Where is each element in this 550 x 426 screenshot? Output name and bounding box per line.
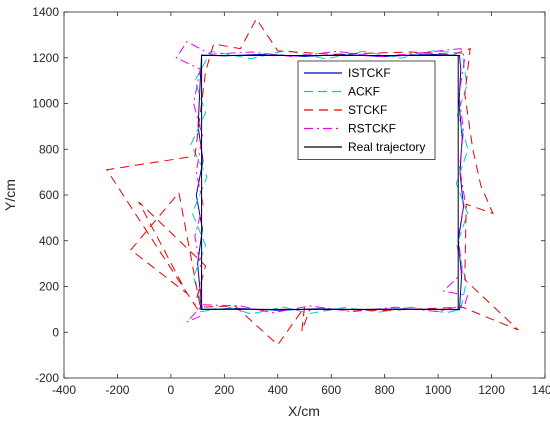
y-tick-label: 1400 [32, 5, 59, 19]
y-tick-label: 200 [39, 280, 59, 294]
legend-label-1: ACKF [348, 85, 380, 99]
y-tick-label: 1200 [32, 51, 59, 65]
x-tick-label: 1000 [425, 383, 452, 397]
series-line-2 [105, 17, 519, 346]
legend-label-4: Real trajectory [348, 140, 425, 154]
x-tick-label: 800 [375, 383, 395, 397]
y-tick-label: 0 [52, 325, 59, 339]
y-tick-label: -200 [35, 371, 59, 385]
y-tick-label: 400 [39, 234, 59, 248]
x-tick-label: 1400 [532, 383, 550, 397]
y-tick-label: 600 [39, 188, 59, 202]
tick-layer: -400-2000200400600800100012001400-200020… [32, 5, 550, 397]
x-axis-label: X/cm [288, 403, 320, 419]
series-layer [105, 17, 519, 346]
x-tick-label: 1200 [478, 383, 505, 397]
legend-label-3: RSTCKF [348, 122, 396, 136]
series-line-4 [201, 55, 459, 310]
legend-label-0: ISTCKF [348, 66, 391, 80]
x-tick-label: -200 [105, 383, 129, 397]
y-axis-label: Y/cm [2, 179, 18, 211]
x-tick-label: 0 [168, 383, 175, 397]
x-tick-label: -400 [52, 383, 76, 397]
legend-label-2: STCKF [348, 103, 387, 117]
legend: ISTCKF ACKF STCKF RSTCKF Real trajectory [297, 60, 436, 160]
x-tick-label: 400 [268, 383, 288, 397]
x-tick-label: 600 [321, 383, 341, 397]
series-line-3 [175, 41, 469, 323]
y-tick-label: 800 [39, 142, 59, 156]
x-tick-label: 200 [214, 383, 234, 397]
y-tick-label: 1000 [32, 97, 59, 111]
